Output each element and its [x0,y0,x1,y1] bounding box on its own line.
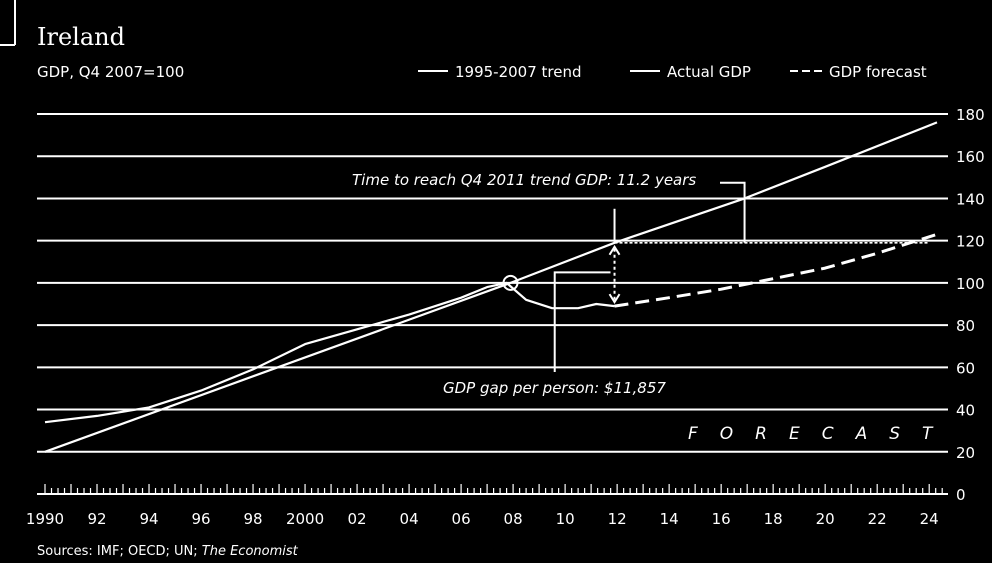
y-tick-label-40: 40 [956,402,975,420]
x-tick-label-96: 96 [191,510,210,528]
q4-2007-marker [502,274,519,291]
legend: 1995-2007 trend Actual GDP GDP forecast [418,63,927,81]
legend-label-actual: Actual GDP [667,63,751,81]
x-tick-label-1990: 1990 [26,510,64,528]
x-tick-label-10: 10 [556,510,575,528]
annotation-forecast: FORECAST [688,424,954,444]
series-line-2 [614,232,938,308]
x-axis: 1990 92 94 96 98 2000 02 04 06 08 10 12 14 16 18 20 22 24 [26,484,948,528]
annotations: Time to reach Q4 2011 trend GDP: 11.2 ye… [352,171,954,444]
x-tick-label-92: 92 [87,510,106,528]
annotation-time-to-trend: Time to reach Q4 2011 trend GDP: 11.2 ye… [352,171,696,189]
y-tick-label-120: 120 [956,233,985,251]
x-tick-label-18: 18 [764,510,783,528]
annotation-gdp-gap: GDP gap per person: $11,857 [443,379,666,397]
x-tick-label-04: 04 [400,510,419,528]
x-tick-label-98: 98 [243,510,262,528]
x-tick-label-12: 12 [608,510,627,528]
gap-arrow-down [608,293,621,304]
series-lines [44,121,938,453]
y-tick-label-140: 140 [956,190,985,208]
y-tick-label-60: 60 [956,359,975,377]
gridlines [37,113,948,453]
x-tick-label-2000: 2000 [286,510,324,528]
source-note: Sources: IMF; OECD; UN; The Economist [37,544,299,559]
x-tick-label-20: 20 [816,510,835,528]
y-tick-label-80: 80 [956,317,975,335]
x-tick-label-14: 14 [660,510,679,528]
leader-time-right [720,181,746,243]
series-line-0 [44,121,938,453]
leader-gap [553,271,611,372]
x-tick-label-08: 08 [504,510,523,528]
chart-title: Ireland [37,23,125,51]
y-tick-label-0: 0 [956,486,966,504]
series-line-1 [44,281,615,424]
gap-arrow-up [608,244,621,256]
y-tick-label-20: 20 [956,444,975,462]
y-tick-label-100: 100 [956,275,985,293]
legend-label-forecast: GDP forecast [829,63,927,81]
x-tick-label-94: 94 [139,510,158,528]
x-tick-label-16: 16 [712,510,731,528]
chart-subtitle: GDP, Q4 2007=100 [37,63,184,81]
x-tick-label-24: 24 [920,510,939,528]
legend-label-trend: 1995-2007 trend [455,63,582,81]
source-prefix: Sources: IMF; OECD; UN; [37,544,202,559]
y-axis-ticks: 0 20 40 60 80 100 120 140 160 180 [956,106,985,504]
x-tick-label-22: 22 [868,510,887,528]
y-tick-label-180: 180 [956,106,985,124]
x-tick-label-02: 02 [348,510,367,528]
y-tick-label-160: 160 [956,148,985,166]
source-italic: The Economist [202,544,299,559]
x-tick-label-06: 06 [452,510,471,528]
